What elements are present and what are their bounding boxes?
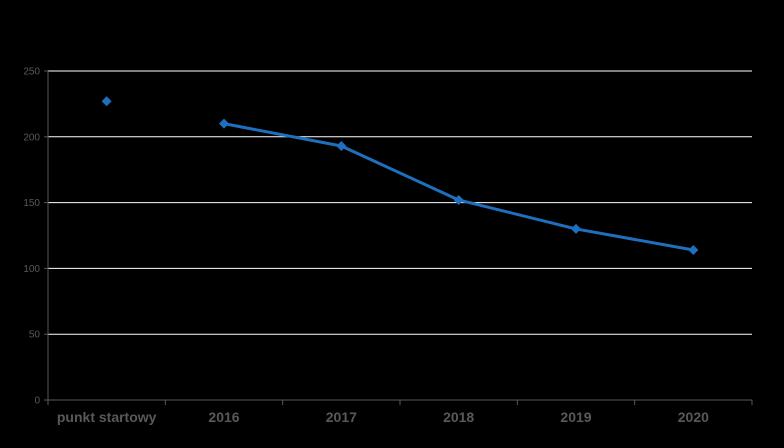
- y-tick-label: 150: [23, 198, 40, 209]
- data-point-marker: [688, 244, 699, 255]
- series: [101, 96, 699, 255]
- x-axis-tick-labels: punkt startowy 2016 2017 2018 2019 2020: [57, 409, 709, 425]
- y-tick-label: 100: [23, 264, 40, 275]
- data-point-marker: [453, 194, 464, 205]
- series-line: [223, 122, 694, 252]
- y-tick-label: 50: [29, 330, 41, 341]
- data-point-marker: [571, 223, 581, 234]
- data-point-marker: [219, 118, 229, 129]
- x-tick-label: 2016: [208, 409, 239, 425]
- y-tick-label: 0: [34, 396, 40, 407]
- x-tick-label: 2019: [560, 409, 591, 425]
- x-tick-label: 2018: [443, 409, 474, 425]
- data-point-marker: [336, 141, 347, 152]
- gridlines: [48, 70, 752, 335]
- axes: [44, 70, 753, 405]
- y-tick-label: 250: [23, 67, 40, 78]
- y-axis-tick-labels: 0 50 100 150 200 250: [23, 67, 40, 407]
- x-tick-label: punkt startowy: [57, 409, 157, 425]
- x-tick-label: 2017: [326, 409, 357, 425]
- y-tick-label: 200: [23, 132, 40, 143]
- x-tick-label: 2020: [678, 409, 709, 425]
- data-point-marker: [101, 96, 112, 107]
